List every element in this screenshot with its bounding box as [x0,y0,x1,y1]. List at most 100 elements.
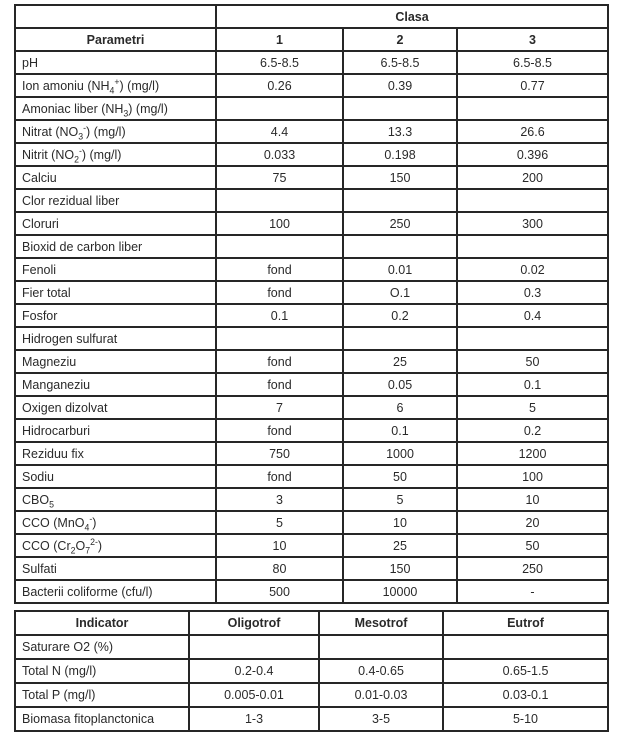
value-cell: 100 [215,211,344,236]
value-cell: 25 [342,533,458,558]
value-cell: 0.2 [342,303,458,328]
class-2-header: 2 [342,27,458,52]
value-cell: 0.02 [455,257,610,282]
value-cell: 75 [215,165,344,190]
value-cell: 0.05 [342,372,458,397]
value-cell: 50 [455,533,610,558]
value-cell: 0.1 [215,303,344,328]
value-cell [455,188,610,213]
class-1-header: 1 [215,27,344,52]
value-cell [455,234,610,259]
param-cell: Cloruri [14,211,217,236]
value-cell: 0.1 [342,418,458,443]
value-cell: 6.5-8.5 [342,50,458,75]
value-cell: 0.1 [455,372,610,397]
value-cell: O.1 [342,280,458,305]
water-quality-class-table: Clasa Parametri 1 2 3 pH 6.5-8.5 6.5-8.5 6.… [14,4,610,604]
value-cell [455,326,610,351]
table-row: Oxigen dizolvat 7 6 5 [14,395,610,420]
value-cell: 0.2-0.4 [188,658,320,684]
value-cell [215,188,344,213]
class-columns-row: Parametri 1 2 3 [14,27,610,52]
table-row: pH 6.5-8.5 6.5-8.5 6.5-8.5 [14,50,610,75]
value-cell: fond [215,464,344,489]
value-cell: 6 [342,395,458,420]
value-cell [442,634,609,660]
value-cell: fond [215,257,344,282]
table-row: Nitrit (NO2-) (mg/l) 0.033 0.198 0.396 [14,142,610,167]
value-cell: 13.3 [342,119,458,144]
value-cell: 5-10 [442,706,609,732]
value-cell: 10 [342,510,458,535]
value-cell [215,234,344,259]
value-cell: 0.65-1.5 [442,658,609,684]
value-cell: 1-3 [188,706,320,732]
param-cell: Sodiu [14,464,217,489]
table-row: Sulfati 80 150 250 [14,556,610,581]
value-cell: 4.4 [215,119,344,144]
value-cell: 10 [455,487,610,512]
param-cell: Calciu [14,165,217,190]
eutrof-header: Eutrof [442,610,609,636]
value-cell [215,96,344,121]
value-cell: 50 [342,464,458,489]
value-cell: 0.26 [215,73,344,98]
param-cell: pH [14,50,217,75]
table-row: Ion amoniu (NH4+) (mg/l) 0.26 0.39 0.77 [14,73,610,98]
value-cell: 1200 [455,441,610,466]
value-cell: fond [215,349,344,374]
param-cell: Saturare O2 (%) [14,634,190,660]
table-row: Sodiu fond 50 100 [14,464,610,489]
empty-corner-cell [14,4,217,29]
table-row: Biomasa fitoplanctonica 1-3 3-5 5-10 [14,706,609,732]
table-row: Fenoli fond 0.01 0.02 [14,257,610,282]
param-cell: Ion amoniu (NH4+) (mg/l) [14,73,217,98]
value-cell [455,96,610,121]
mesotrof-header: Mesotrof [318,610,444,636]
param-cell: Magneziu [14,349,217,374]
param-cell: Biomasa fitoplanctonica [14,706,190,732]
table-row: Reziduu fix 750 1000 1200 [14,441,610,466]
value-cell: fond [215,372,344,397]
trophic-indicator-table: Indicator Oligotrof Mesotrof Eutrof Satu… [14,610,609,732]
indicator-header: Indicator [14,610,190,636]
value-cell: 0.77 [455,73,610,98]
param-cell: Bioxid de carbon liber [14,234,217,259]
value-cell: 150 [342,556,458,581]
param-cell: CCO (Cr2O72-) [14,533,217,558]
param-cell: Fenoli [14,257,217,282]
table-row: Total P (mg/l) 0.005-0.01 0.01-0.03 0.03-0.… [14,682,609,708]
value-cell: 250 [342,211,458,236]
value-cell: 5 [455,395,610,420]
value-cell: 0.01 [342,257,458,282]
clasa-header-row: Clasa [14,4,610,29]
clasa-header: Clasa [214,4,610,29]
value-cell: 10000 [342,579,458,604]
param-cell: Hidrocarburi [14,418,217,443]
value-cell: 0.4 [455,303,610,328]
parametri-header: Parametri [14,27,217,52]
oligotrof-header: Oligotrof [188,610,320,636]
document-page: Clasa Parametri 1 2 3 pH 6.5-8.5 6.5-8.5 6.… [14,4,610,732]
value-cell: 7 [215,395,344,420]
value-cell: 300 [455,211,610,236]
value-cell [342,188,458,213]
class-3-header: 3 [455,27,610,52]
value-cell: 200 [455,165,610,190]
param-cell: Total P (mg/l) [14,682,190,708]
table-row: Manganeziu fond 0.05 0.1 [14,372,610,397]
param-cell: Nitrat (NO3-) (mg/l) [14,119,217,144]
table-row: Bioxid de carbon liber [14,234,610,259]
table-row: Hidrocarburi fond 0.1 0.2 [14,418,610,443]
value-cell [215,326,344,351]
param-cell: Reziduu fix [14,441,217,466]
value-cell: 6.5-8.5 [215,50,344,75]
value-cell: fond [215,418,344,443]
value-cell: 1000 [342,441,458,466]
param-cell: Hidrogen sulfurat [14,326,217,351]
value-cell: 750 [215,441,344,466]
table-row: Magneziu fond 25 50 [14,349,610,374]
value-cell: 100 [455,464,610,489]
value-cell: 20 [455,510,610,535]
table-row: CBO5 3 5 10 [14,487,610,512]
